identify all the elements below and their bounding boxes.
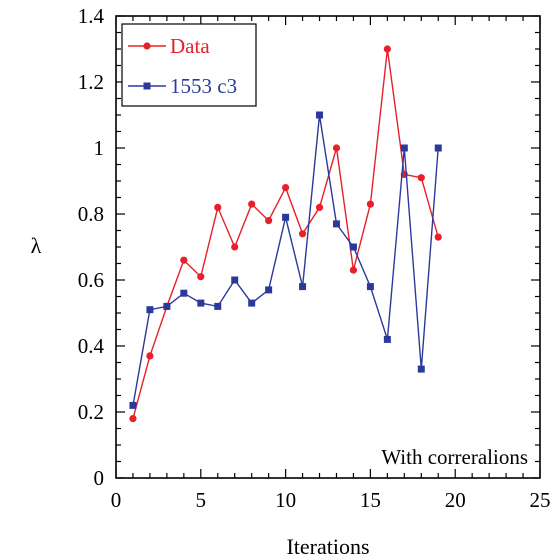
data-point <box>197 299 205 307</box>
data-point <box>231 276 239 284</box>
data-point <box>146 306 154 314</box>
data-point <box>299 283 307 291</box>
data-point <box>265 217 273 225</box>
x-tick-label: 20 <box>445 488 466 512</box>
y-tick-label: 1 <box>94 136 105 160</box>
data-point <box>349 243 357 251</box>
y-tick-label: 0.8 <box>78 202 104 226</box>
data-point <box>332 220 340 228</box>
data-point <box>349 266 358 274</box>
data-point <box>248 299 256 307</box>
data-point <box>146 352 154 360</box>
x-tick-label: 10 <box>275 488 296 512</box>
data-point <box>129 415 137 423</box>
data-point <box>231 243 239 251</box>
axes: 0 5 10 15 20 25 0 0.2 0.4 0.6 0.8 1 1.2 1.4 <box>78 4 551 512</box>
legend-box <box>121 23 257 107</box>
legend-label: 1553 c3 <box>170 74 237 98</box>
series-line <box>132 114 439 406</box>
series-layer <box>129 45 442 423</box>
data-point <box>282 184 290 192</box>
legend-marker <box>143 82 151 90</box>
data-point <box>214 203 222 211</box>
data-point <box>129 401 137 409</box>
x-tick-label: 15 <box>360 488 381 512</box>
data-point <box>180 289 188 297</box>
y-tick-label: 0.2 <box>78 400 104 424</box>
data-point <box>400 144 408 152</box>
data-point <box>180 256 188 264</box>
x-axis-title: Iterations <box>286 534 369 559</box>
data-point <box>417 365 425 373</box>
y-tick-label: 1.4 <box>78 4 105 28</box>
legend-label: Data <box>170 34 210 58</box>
legend-item: Data <box>128 34 210 58</box>
data-point <box>163 302 171 310</box>
x-tick-label: 5 <box>196 488 207 512</box>
data-point <box>298 230 307 238</box>
data-point <box>282 213 290 221</box>
legend-marker <box>143 42 151 50</box>
data-point <box>383 45 391 53</box>
x-tick-label: 0 <box>111 488 122 512</box>
series-2 <box>129 111 442 409</box>
data-point <box>316 111 324 119</box>
y-tick-label: 1.2 <box>78 70 104 94</box>
data-point <box>315 203 324 211</box>
y-tick-label: 0.4 <box>78 334 105 358</box>
data-point <box>332 144 341 152</box>
data-point <box>366 200 374 208</box>
data-point <box>366 283 374 291</box>
y-axis-title: λ <box>31 233 42 258</box>
data-point <box>434 144 442 152</box>
data-point <box>383 335 391 343</box>
data-point <box>265 286 273 294</box>
y-tick-label: 0 <box>94 466 105 490</box>
data-point <box>197 273 205 281</box>
data-point <box>248 200 256 208</box>
y-tick-label: 0.6 <box>78 268 104 292</box>
data-point <box>214 302 222 310</box>
annotation-text: With correralions <box>381 445 528 469</box>
legend-item: 1553 c3 <box>128 74 237 98</box>
x-tick-label: 25 <box>530 488 551 512</box>
legend: Data 1553 c3 <box>121 23 257 107</box>
data-point <box>434 233 442 241</box>
data-point <box>417 174 425 182</box>
